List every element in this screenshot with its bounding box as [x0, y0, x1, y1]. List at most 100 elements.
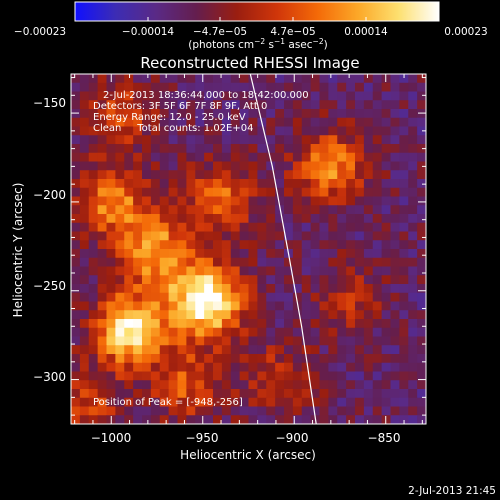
heatmap-cell — [319, 222, 329, 232]
heatmap-cell — [328, 319, 338, 329]
heatmap-cell — [266, 222, 276, 232]
heatmap-cell — [230, 222, 241, 232]
heatmap-cell — [142, 336, 152, 346]
heatmap-cell — [204, 371, 214, 381]
heatmap-cell — [257, 327, 267, 337]
heatmap-cell — [168, 100, 178, 110]
heatmap-cell — [390, 100, 400, 110]
heatmap-cell — [372, 161, 383, 171]
heatmap-cell — [71, 406, 81, 416]
heatmap-cell — [355, 257, 365, 267]
y-tick-labels: −150 −200 −250 −300 — [33, 96, 66, 384]
annotation-clean-counts: Clean Total counts: 1.02E+04 — [93, 123, 253, 134]
heatmap-cell — [213, 380, 223, 390]
heatmap-cell — [257, 74, 267, 84]
heatmap-cell — [390, 380, 400, 390]
heatmap-cell — [150, 152, 161, 162]
heatmap-cell — [292, 354, 303, 364]
heatmap-cell — [292, 397, 303, 407]
heatmap-cell — [150, 222, 161, 232]
heatmap-cell — [159, 301, 170, 311]
heatmap-cell — [133, 389, 143, 399]
heatmap-cell — [142, 135, 152, 145]
heatmap-cell — [390, 231, 400, 241]
heatmap-cell — [142, 91, 152, 101]
heatmap-cell — [239, 135, 249, 145]
heatmap-cell — [399, 397, 409, 407]
heatmap-cell — [275, 275, 285, 285]
heatmap-cell — [328, 205, 338, 215]
x-tick-label: −850 — [368, 431, 401, 445]
heatmap-cell — [257, 397, 267, 407]
heatmap-cell — [381, 222, 391, 232]
heatmap-cell — [248, 91, 258, 101]
heatmap-cell — [319, 266, 329, 276]
heatmap-cell — [390, 310, 400, 320]
heatmap-cell — [79, 205, 90, 215]
heatmap-cell — [346, 249, 356, 259]
heatmap-cell — [177, 126, 187, 136]
heatmap-cell — [363, 257, 374, 267]
heatmap-cell — [319, 100, 329, 110]
heatmap-cell — [346, 292, 356, 302]
heatmap-cell — [79, 397, 90, 407]
heatmap-cell — [150, 179, 161, 189]
heatmap-cell — [408, 301, 418, 311]
heatmap-cell — [221, 336, 232, 346]
heatmap-cell — [230, 406, 241, 416]
heatmap-cell — [257, 257, 267, 267]
heatmap-cell — [221, 161, 232, 171]
heatmap-cell — [79, 214, 90, 224]
heatmap-cell — [346, 126, 356, 136]
heatmap-cell — [133, 327, 143, 337]
heatmap-cell — [115, 91, 125, 101]
heatmap-cell — [319, 152, 329, 162]
heatmap-cell — [204, 152, 214, 162]
heatmap-cell — [257, 135, 267, 145]
heatmap-cell — [106, 135, 116, 145]
heatmap-cell — [88, 327, 99, 337]
heatmap-cell — [168, 135, 178, 145]
heatmap-cell — [301, 240, 312, 250]
heatmap-cell — [124, 240, 134, 250]
heatmap-cell — [239, 415, 249, 424]
heatmap-cell — [150, 266, 161, 276]
heatmap-cell — [177, 100, 187, 110]
heatmap-cell — [266, 310, 276, 320]
heatmap-cell — [257, 109, 267, 119]
heatmap-cell — [71, 249, 81, 259]
heatmap-cell — [390, 266, 400, 276]
heatmap-cell — [159, 100, 170, 110]
heatmap-cell — [399, 345, 409, 355]
heatmap-cell — [266, 240, 276, 250]
heatmap-cell — [106, 170, 116, 180]
heatmap-cell — [124, 74, 134, 84]
heatmap-cell — [221, 109, 232, 119]
heatmap-cell — [292, 109, 303, 119]
heatmap-cell — [301, 380, 312, 390]
heatmap-cell — [301, 231, 312, 241]
heatmap-cell — [186, 170, 196, 180]
heatmap-cell — [213, 266, 223, 276]
heatmap-cell — [221, 406, 232, 416]
heatmap-cell — [363, 214, 374, 224]
heatmap-cell — [186, 345, 196, 355]
heatmap-cell — [284, 214, 294, 224]
heatmap-cell — [71, 144, 81, 154]
heatmap-cell — [239, 397, 249, 407]
heatmap-cell — [310, 327, 320, 337]
heatmap-cell — [381, 380, 391, 390]
heatmap-cell — [381, 126, 391, 136]
heatmap-cell — [239, 91, 249, 101]
heatmap-cell — [301, 170, 312, 180]
heatmap-cell — [346, 222, 356, 232]
heatmap-cell — [363, 327, 374, 337]
heatmap-cell — [204, 389, 214, 399]
heatmap-cell — [133, 310, 143, 320]
heatmap-cell — [355, 310, 365, 320]
heatmap-cell — [355, 301, 365, 311]
heatmap-cell — [363, 161, 374, 171]
heatmap-cell — [372, 310, 383, 320]
heatmap-cell — [399, 214, 409, 224]
heatmap-cell — [79, 152, 90, 162]
